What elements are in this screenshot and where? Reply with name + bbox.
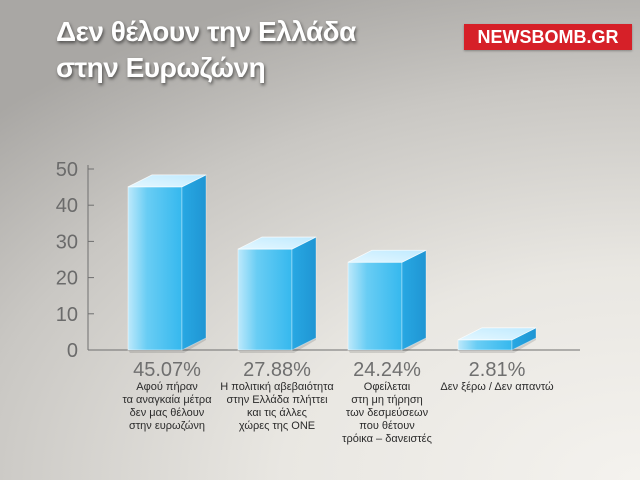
y-tick-label: 0 <box>67 340 78 362</box>
category-label-line: χώρες της ΟΝΕ <box>239 420 315 432</box>
category-label-line: Οφείλεται <box>364 381 411 393</box>
category-label-line: δεν μας θέλουν <box>130 407 205 419</box>
bar-front-face <box>457 339 513 351</box>
y-tick-label: 20 <box>56 268 78 290</box>
bar-shadow <box>128 338 206 353</box>
category-label-line: που θέτουν <box>359 420 415 432</box>
chart-title-line-2: στην Ευρωζώνη <box>56 52 266 83</box>
category-label-line: τα αναγκαία μέτρα <box>122 394 212 406</box>
bar-front-face <box>237 248 293 351</box>
bar-side-face <box>291 236 317 351</box>
bar-value-label: 27.88% <box>243 359 311 381</box>
bar-shadow <box>348 338 426 353</box>
bar-top-face <box>347 249 427 263</box>
category-label-line: στη μη τήρηση <box>351 394 423 406</box>
category-label-line: των δεσμεύσεων <box>346 407 429 419</box>
y-tick-label: 30 <box>56 231 78 253</box>
bar-4 <box>457 327 537 353</box>
bar-front-face <box>347 261 403 351</box>
bar-3 <box>347 249 427 353</box>
bar-side-face <box>401 249 427 351</box>
y-tick-label: 50 <box>56 159 78 181</box>
bar-value-label: 24.24% <box>353 359 421 381</box>
bar-top-face <box>237 236 317 250</box>
bar-side-face <box>181 174 207 351</box>
y-tick-label: 10 <box>56 304 78 326</box>
category-label: Οφείλεται στη μη τήρηση των δεσμεύσεων που … <box>342 381 432 445</box>
bar-top-face <box>127 174 207 188</box>
bar-1 <box>127 174 207 353</box>
category-label-line: στην Ελλάδα πλήττει <box>226 394 328 406</box>
category-label: Η πολιτική αβεβαιότητα στην Ελλάδα πλήττε… <box>220 381 334 432</box>
category-label-line: τρόικα – δανειστές <box>342 433 432 445</box>
bar-value-label: 45.07% <box>133 359 201 381</box>
category-label: Αφού πήραν τα αναγκαία μέτρα δεν μας θέλου… <box>122 381 212 432</box>
y-tick-label: 40 <box>56 195 78 217</box>
category-label-line: και τις άλλες <box>247 407 307 419</box>
bar-2 <box>237 236 317 353</box>
category-label-line: Αφού πήραν <box>136 381 198 393</box>
category-label: Δεν ξέρω / Δεν απαντώ <box>440 381 554 393</box>
chart-title: Δεν θέλουν την Ελλάδα στην Ευρωζώνη <box>56 14 356 86</box>
category-label-line: Η πολιτική αβεβαιότητα <box>220 381 334 393</box>
bar-top-face <box>457 327 537 341</box>
chart-title-line-1: Δεν θέλουν την Ελλάδα <box>56 16 356 47</box>
category-label-line: στην ευρωζώνη <box>129 420 205 432</box>
bar-front-face <box>127 186 183 351</box>
bar-shadow <box>238 338 316 353</box>
bar-shadow <box>458 338 536 353</box>
newsbomb-logo[interactable]: NEWSBOMB.GR <box>464 24 632 50</box>
bar-value-label: 2.81% <box>469 359 526 381</box>
category-label-line: Δεν ξέρω / Δεν απαντώ <box>440 381 554 393</box>
